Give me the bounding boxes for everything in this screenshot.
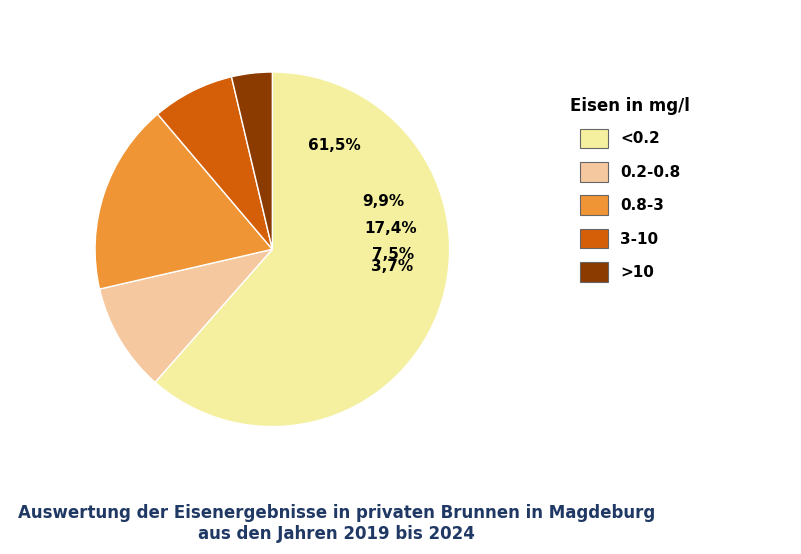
Text: 17,4%: 17,4%	[364, 221, 417, 236]
Wedge shape	[155, 72, 449, 427]
Text: 9,9%: 9,9%	[362, 194, 404, 209]
Text: 7,5%: 7,5%	[372, 247, 414, 262]
Wedge shape	[95, 114, 272, 289]
Wedge shape	[231, 72, 272, 249]
Wedge shape	[99, 249, 272, 382]
Wedge shape	[158, 77, 272, 249]
Text: 61,5%: 61,5%	[308, 138, 360, 153]
Legend: <0.2, 0.2-0.8, 0.8-3, 3-10, >10: <0.2, 0.2-0.8, 0.8-3, 3-10, >10	[565, 91, 696, 288]
Text: 3,7%: 3,7%	[371, 259, 413, 274]
Text: Auswertung der Eisenergebnisse in privaten Brunnen in Magdeburg
aus den Jahren 2: Auswertung der Eisenergebnisse in privat…	[18, 504, 655, 543]
